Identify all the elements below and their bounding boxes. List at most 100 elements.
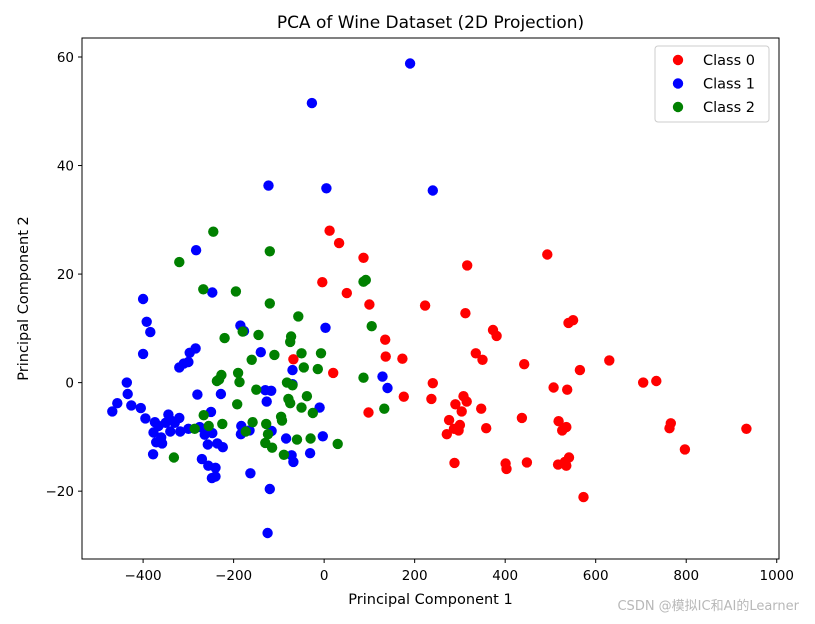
class-1-point-70 [245,468,256,479]
class-1-point-23 [121,377,132,388]
class-2-point-37 [217,418,228,430]
class-0-point-28 [450,399,461,410]
class-1-point-44 [175,426,186,437]
class-1-point-54 [217,442,228,453]
scatter-points [107,58,752,539]
class-1-point-57 [210,462,221,473]
class-0-point-15 [542,249,553,260]
class-1-point-59 [210,471,221,482]
class-2-point-6 [293,311,304,322]
class-1-point-55 [196,453,208,465]
class-1-point-75 [377,371,388,382]
watermark: CSDN @模拟IC和AI的Learner [617,599,799,614]
class-2-point-42 [247,417,258,428]
class-0-point-49 [638,377,649,388]
class-2-point-8 [237,326,248,337]
legend-label-class-1: Class 1 [703,77,755,93]
y-tick-label: 60 [57,50,74,66]
class-0-point-13 [419,300,431,311]
y-tick-label: 20 [57,267,74,283]
class-1-point-36 [169,417,180,428]
class-2-point-43 [261,418,272,430]
class-2-point-30 [301,391,313,402]
class-0-point-34 [448,423,460,434]
class-2-point-39 [203,420,214,432]
class-2-point-31 [358,372,369,383]
class-0-point-53 [679,444,691,455]
class-2-point-27 [285,398,296,409]
legend-marker-class-1 [672,78,684,89]
class-2-point-23 [251,384,262,395]
class-0-point-18 [460,308,471,319]
class-1-point-69 [317,431,328,442]
class-0-point-8 [363,407,374,418]
class-2-point-40 [189,423,200,434]
class-2-point-29 [307,407,318,419]
class-2-point-21 [213,374,225,385]
class-2-point-12 [269,349,280,361]
class-0-point-7 [364,299,375,310]
y-axis-label: Principal Component 2 [16,216,32,380]
class-0-point-40 [501,463,512,475]
class-0-point-4 [317,277,328,288]
class-0-point-22 [477,354,488,365]
class-2-point-36 [232,399,243,410]
x-axis-label: Principal Component 1 [348,592,512,608]
class-2-point-2 [264,246,275,257]
class-1-point-1 [306,97,318,109]
class-1-point-64 [280,433,292,444]
class-0-point-44 [561,421,572,433]
class-1-point-39 [215,388,227,400]
class-0-point-35 [441,429,452,440]
class-1-point-25 [126,400,137,411]
class-2-point-48 [278,449,290,460]
class-0-point-20 [491,330,502,342]
class-1-point-52 [202,439,213,450]
class-1-point-6 [207,287,218,298]
x-tick-label: 800 [673,568,699,584]
x-tick-label: −200 [215,568,252,584]
class-1-point-12 [255,347,266,358]
class-1-point-26 [135,402,146,414]
class-2-point-17 [246,354,257,365]
class-2-point-16 [298,362,309,373]
class-2-point-34 [366,321,377,332]
class-1-point-73 [260,385,271,396]
class-0-point-10 [380,351,391,362]
class-1-point-66 [288,456,299,468]
class-1-point-76 [382,382,393,394]
class-2-point-44 [262,429,274,440]
class-1-point-4 [321,183,332,194]
class-0-point-58 [561,460,572,471]
class-2-point-11 [285,331,297,342]
class-1-point-16 [184,347,195,358]
class-1-point-9 [145,326,156,338]
class-2-point-53 [168,452,180,463]
class-0-point-31 [476,403,487,414]
class-1-point-74 [261,396,272,407]
class-1-point-29 [140,413,151,424]
class-2-point-0 [208,226,219,237]
class-0-point-41 [521,457,533,468]
class-0-point-9 [380,334,391,345]
y-tick-label: −20 [46,484,75,500]
class-0-point-24 [427,378,438,389]
class-2-point-4 [230,286,242,297]
class-0-point-0 [324,225,335,236]
class-1-point-0 [404,58,416,69]
class-0-point-25 [426,393,437,405]
class-0-point-52 [665,418,676,429]
class-2-point-15 [312,363,323,375]
class-0-point-46 [562,384,573,395]
class-2-point-25 [287,380,298,391]
class-2-point-46 [276,415,288,426]
class-1-point-37 [192,389,203,400]
class-0-point-54 [741,423,752,434]
class-2-point-28 [296,402,307,413]
class-1-point-7 [137,293,149,305]
class-2-point-49 [291,434,303,445]
class-0-point-21 [470,348,481,359]
legend: Class 0 Class 1 Class 2 [654,45,770,123]
class-1-point-2 [427,185,438,196]
